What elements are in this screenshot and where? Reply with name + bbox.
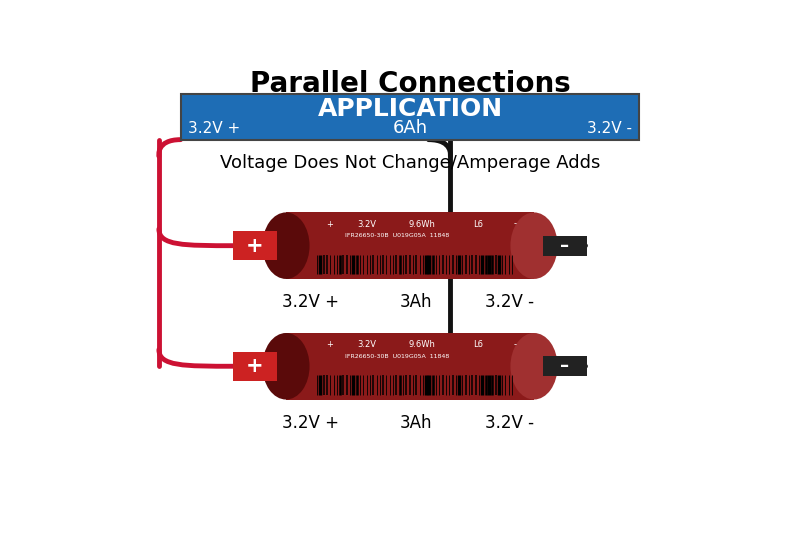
Text: 3.2V +: 3.2V +	[282, 294, 339, 312]
Text: –: –	[561, 357, 570, 375]
FancyBboxPatch shape	[181, 94, 639, 140]
Text: -: -	[514, 220, 517, 228]
Text: 3.2V -: 3.2V -	[587, 121, 632, 136]
FancyBboxPatch shape	[234, 352, 277, 381]
FancyBboxPatch shape	[543, 356, 586, 376]
Text: Voltage Does Not Change/Amperage Adds: Voltage Does Not Change/Amperage Adds	[220, 153, 600, 172]
Ellipse shape	[510, 333, 558, 400]
Text: +: +	[326, 220, 333, 228]
Text: L6: L6	[474, 220, 483, 228]
Text: +: +	[246, 235, 264, 255]
Text: 9.6Wh: 9.6Wh	[409, 220, 436, 228]
Text: L6: L6	[474, 340, 483, 349]
FancyBboxPatch shape	[286, 212, 534, 279]
Text: 9.6Wh: 9.6Wh	[409, 340, 436, 349]
Text: +: +	[246, 356, 264, 376]
Text: 3.2V: 3.2V	[357, 340, 376, 349]
Text: 6Ah: 6Ah	[393, 119, 427, 137]
Ellipse shape	[262, 212, 310, 279]
FancyBboxPatch shape	[543, 235, 586, 255]
Text: IFR26650-30B  U019G05A  11848: IFR26650-30B U019G05A 11848	[346, 354, 450, 359]
Text: 3.2V -: 3.2V -	[485, 414, 534, 432]
FancyBboxPatch shape	[286, 333, 534, 400]
FancyBboxPatch shape	[234, 231, 277, 260]
Text: IFR26650-30B  U019G05A  11848: IFR26650-30B U019G05A 11848	[346, 233, 450, 238]
Text: 3.2V -: 3.2V -	[485, 294, 534, 312]
Text: 3.2V +: 3.2V +	[188, 121, 240, 136]
Text: +: +	[326, 340, 333, 349]
Ellipse shape	[262, 333, 310, 400]
Ellipse shape	[510, 212, 558, 279]
Text: 3Ah: 3Ah	[400, 414, 433, 432]
Text: 3.2V: 3.2V	[357, 220, 376, 228]
Text: -: -	[514, 340, 517, 349]
Text: –: –	[561, 237, 570, 255]
Text: 3Ah: 3Ah	[400, 294, 433, 312]
Text: Parallel Connections: Parallel Connections	[250, 70, 570, 98]
Text: APPLICATION: APPLICATION	[318, 97, 502, 120]
Text: 3.2V +: 3.2V +	[282, 414, 339, 432]
